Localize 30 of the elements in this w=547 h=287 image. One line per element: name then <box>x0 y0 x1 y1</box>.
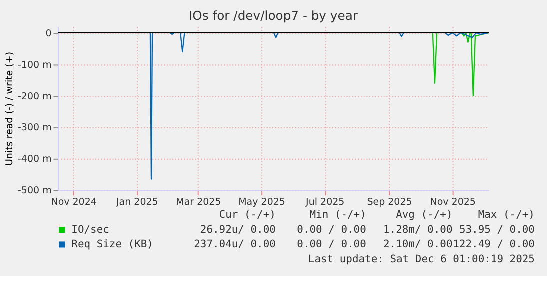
x-tick-label: May 2025 <box>238 197 286 208</box>
text: Avg (-/+) <box>396 209 453 222</box>
x-tick-label: Jul 2025 <box>305 197 345 208</box>
y-tick-label: -100 m <box>18 60 52 71</box>
text: 53.95 / 0.00 <box>459 224 535 236</box>
text: 1.28m/ 0.00 <box>384 224 453 236</box>
x-tick-label: Nov 2024 <box>51 197 97 208</box>
y-tick-label: 0 <box>46 28 52 40</box>
x-tick-label: Jan 2025 <box>116 197 158 208</box>
text: 0.00 / 0.00 <box>297 238 366 251</box>
y-tick-label: -400 m <box>18 154 52 166</box>
legend-label: IO/sec <box>72 224 110 236</box>
text: 122.49 / 0.00 <box>453 238 535 251</box>
y-tick-label: -300 m <box>18 122 52 134</box>
y-tick-label: -200 m <box>18 91 52 102</box>
text: Min (-/+) <box>310 209 366 222</box>
text: Last update: Sat Dec 6 01:00:19 2025 <box>308 253 535 266</box>
text: Cur (-/+) <box>219 209 276 222</box>
text: 2.10m/ 0.00 <box>384 238 453 251</box>
text: Max (-/+) <box>478 209 535 222</box>
legend-label: Req Size (KB) <box>72 238 154 251</box>
x-tick-label: Nov 2025 <box>430 197 476 208</box>
chart-title: IOs for /dev/loop7 - by year <box>188 9 359 24</box>
text: 0.00 / 0.00 <box>297 224 366 236</box>
y-axis-title: Units read (-) / write (+) <box>4 52 16 166</box>
x-tick-label: Mar 2025 <box>176 197 222 208</box>
x-tick-label: Sep 2025 <box>367 197 412 208</box>
text: 26.92u/ 0.00 <box>200 224 276 236</box>
text: 237.04u/ 0.00 <box>194 238 276 251</box>
y-tick-label: -500 m <box>18 186 52 197</box>
